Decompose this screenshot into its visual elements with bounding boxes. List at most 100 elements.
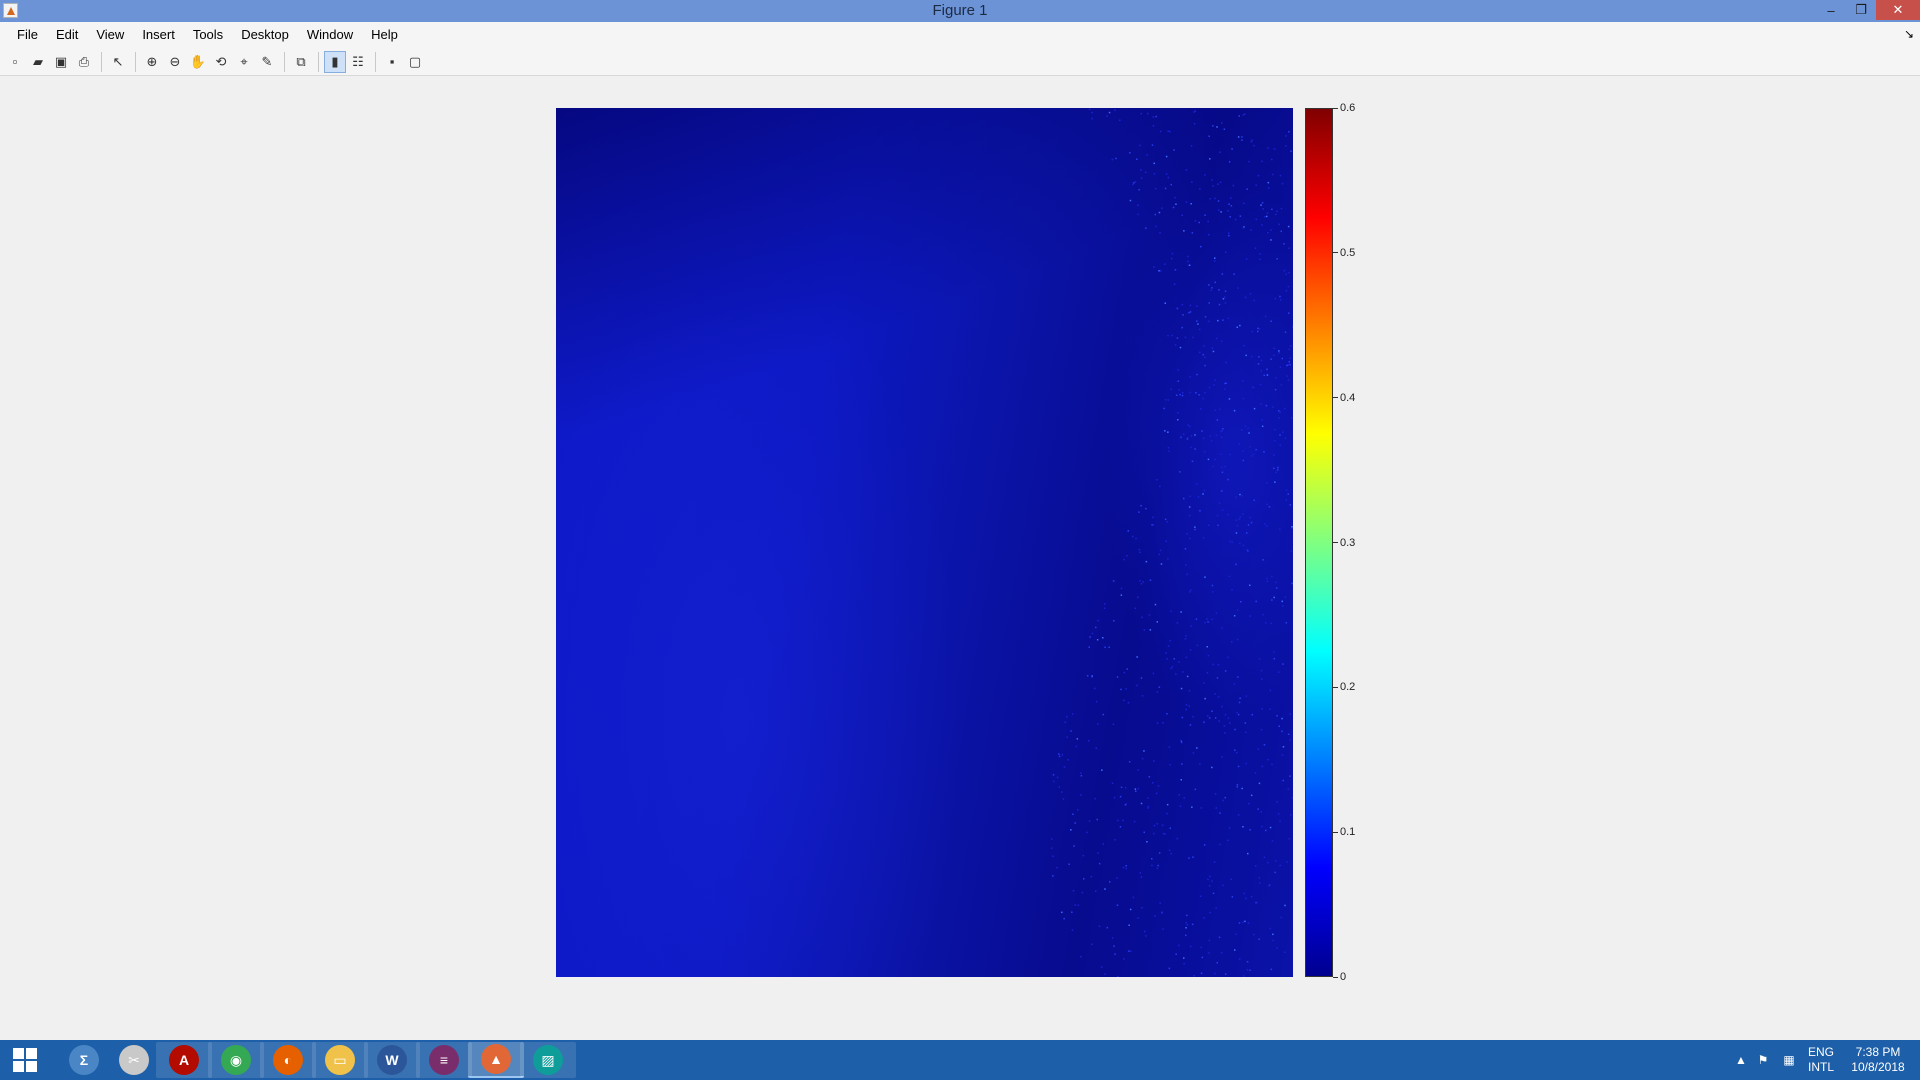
print-icon[interactable]: ⎙ [78, 53, 90, 69]
heatmap-speckle-pixel [1156, 479, 1158, 481]
heatmap-speckle-pixel [1291, 582, 1293, 585]
heatmap-speckle-pixel [1248, 160, 1250, 163]
brush-icon[interactable]: ✎ [261, 53, 273, 69]
menu-window[interactable]: Window [306, 27, 354, 42]
restore-button[interactable]: ❐ [1855, 2, 1867, 17]
heatmap-speckle-pixel [1195, 392, 1197, 394]
colorbar-tick-mark [1333, 686, 1338, 688]
heatmap-speckle-pixel [1223, 128, 1226, 130]
hide-plot-tools-icon[interactable]: ▪ [389, 54, 395, 69]
start-button[interactable] [0, 1040, 50, 1080]
close-button[interactable]: ✕ [1876, 0, 1920, 20]
snipping-tool-app[interactable]: ✂ [106, 1042, 162, 1078]
link-plot-icon[interactable]: ⧉ [296, 53, 306, 69]
minimize-button[interactable]: – [1827, 2, 1835, 18]
heatmap-speckle-pixel [1202, 353, 1204, 356]
colorbar-icon[interactable]: ▮ [324, 50, 346, 73]
open-file-icon[interactable]: ▰ [33, 53, 43, 69]
menu-desktop[interactable]: Desktop [241, 27, 289, 42]
matlab-figure-icon[interactable] [3, 3, 18, 18]
heatmap-speckle-pixel [1247, 922, 1250, 924]
legend-icon[interactable]: ☷ [352, 53, 364, 69]
action-center-flag-icon[interactable]: ⚑ [1757, 1053, 1769, 1067]
heatmap-speckle-pixel [1209, 198, 1211, 200]
heatmap-speckle-pixel [1091, 111, 1093, 114]
firefox-app[interactable]: ◐ [260, 1042, 316, 1078]
heatmap-speckle-pixel [1266, 374, 1269, 376]
chrome-app[interactable]: ◉ [208, 1042, 264, 1078]
toolbar-separator [101, 51, 102, 72]
heatmap-speckle-pixel [1189, 945, 1192, 948]
pan-hand-icon[interactable]: ✋ [189, 53, 207, 69]
heatmap-speckle-pixel [1221, 627, 1223, 629]
menu-edit[interactable]: Edit [55, 27, 79, 42]
heatmap-speckle-pixel [1156, 867, 1159, 870]
show-plot-tools-icon[interactable]: ▢ [408, 53, 422, 69]
heatmap-speckle-pixel [1194, 110, 1196, 112]
heatmap-speckle-pixel [1119, 795, 1122, 798]
heatmap-speckle-pixel [1203, 345, 1205, 347]
heatmap-speckle-pixel [1159, 549, 1162, 552]
colorbar[interactable] [1305, 108, 1333, 977]
network-icon[interactable]: ▦ [1783, 1053, 1795, 1067]
heatmap-speckle-pixel [1138, 511, 1140, 513]
heatmap-speckle-pixel [1052, 855, 1054, 857]
menu-help[interactable]: Help [371, 27, 398, 42]
menu-file[interactable]: File [17, 27, 38, 42]
heatmap-speckle-pixel [1191, 806, 1193, 808]
heatmap-speckle-pixel [1167, 334, 1169, 337]
heatmap-speckle-pixel [1191, 460, 1194, 463]
input-language[interactable]: ENG INTL [1808, 1040, 1834, 1080]
heatmap-speckle-pixel [1139, 580, 1141, 582]
heatmap-speckle-pixel [1102, 713, 1104, 716]
heatmap-speckle-pixel [1275, 213, 1277, 216]
dock-figure-icon[interactable]: ↘ [1903, 27, 1914, 41]
heatmap-speckle-pixel [1255, 448, 1257, 451]
heatmap-speckle-pixel [1219, 408, 1221, 410]
heatmap-speckle-pixel [1246, 961, 1249, 963]
heatmap-speckle-pixel [1207, 654, 1210, 657]
new-figure-icon[interactable]: ▫ [12, 54, 18, 69]
menu-tools[interactable]: Tools [192, 27, 224, 42]
heatmap-speckle-pixel [1083, 878, 1085, 880]
acrobat-app[interactable]: A [156, 1042, 212, 1078]
heatmap-speckle-pixel [1137, 917, 1139, 919]
system-clock[interactable]: 7:38 PM 10/8/2018 [1846, 1040, 1910, 1080]
data-cursor-icon[interactable]: ⌖ [240, 53, 248, 69]
heatmap-speckle-pixel [1060, 791, 1063, 793]
matlab-app[interactable]: ▲ [468, 1042, 524, 1078]
rotate-3d-icon[interactable]: ⟲ [215, 53, 227, 69]
heatmap-speckle-pixel [1116, 676, 1119, 678]
heatmap-speckle-pixel [1190, 589, 1192, 591]
save-icon[interactable]: ▣ [54, 53, 68, 69]
colorbar-tick-mark [1333, 252, 1338, 254]
heatmap-image[interactable] [556, 108, 1293, 977]
heatmap-speckle-pixel [1228, 161, 1231, 163]
menu-insert[interactable]: Insert [142, 27, 175, 42]
menu-view[interactable]: View [96, 27, 125, 42]
file-explorer-app[interactable]: ▭ [312, 1042, 368, 1078]
heatmap-speckle-pixel [1289, 713, 1291, 715]
zoom-in-icon[interactable]: ⊕ [146, 53, 158, 69]
heatmap-speckle-pixel [1137, 204, 1139, 206]
photos-app[interactable]: ▨ [520, 1042, 576, 1078]
heatmap-speckle [1050, 108, 1293, 977]
show-hidden-icons-chevron-icon[interactable]: ▲ [1735, 1053, 1747, 1067]
heatmap-speckle-pixel [1096, 639, 1099, 641]
heatmap-speckle-pixel [1088, 108, 1091, 111]
heatmap-speckle-pixel [1242, 513, 1244, 515]
word-app[interactable]: W [364, 1042, 420, 1078]
heatmap-speckle-pixel [1104, 646, 1106, 649]
heatmap-speckle-pixel [1174, 196, 1176, 199]
heatmap-speckle-pixel [1280, 230, 1282, 233]
heatmap-speckle-pixel [1185, 708, 1187, 711]
heatmap-speckle-pixel [1244, 113, 1246, 115]
heatmap-speckle-pixel [1230, 197, 1232, 199]
winrar-app[interactable]: ≡ [416, 1042, 472, 1078]
heatmap-speckle-pixel [1280, 384, 1283, 386]
zoom-out-icon[interactable]: ⊖ [169, 53, 181, 69]
heatmap-speckle-pixel [1215, 807, 1217, 809]
heatmap-speckle-pixel [1220, 430, 1222, 433]
calculator-app[interactable]: Σ [56, 1042, 112, 1078]
edit-plot-arrow-icon[interactable]: ↖ [112, 53, 124, 69]
